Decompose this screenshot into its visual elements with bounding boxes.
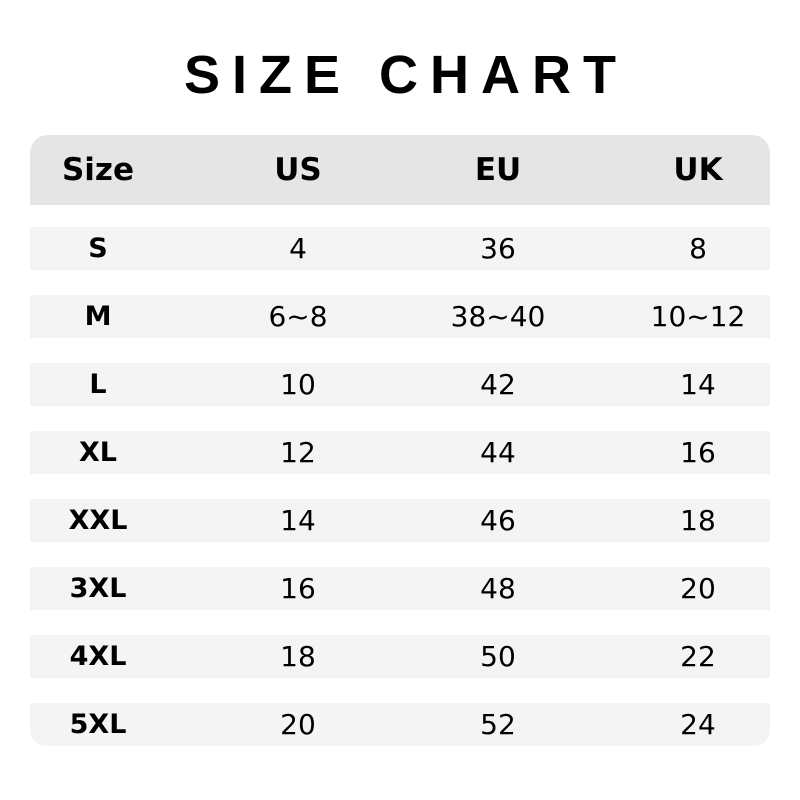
cell-size: 3XL bbox=[69, 573, 127, 604]
cell-uk: 24 bbox=[680, 708, 716, 741]
cell-eu: 46 bbox=[480, 504, 516, 537]
column-header-eu: EU bbox=[474, 152, 522, 188]
cell-us: 12 bbox=[280, 436, 316, 469]
column-header-us: US bbox=[274, 152, 322, 188]
page-title: SIZE CHART bbox=[184, 45, 628, 105]
cell-us: 6~8 bbox=[268, 300, 328, 333]
cell-uk: 14 bbox=[680, 368, 716, 401]
table-row: 5XL 20 52 24 bbox=[30, 703, 770, 746]
cell-us: 16 bbox=[280, 572, 316, 605]
cell-size: M bbox=[84, 301, 112, 332]
column-header-uk: UK bbox=[673, 152, 723, 188]
cell-us: 10 bbox=[280, 368, 316, 401]
cell-size: 4XL bbox=[69, 641, 127, 672]
cell-size: 5XL bbox=[69, 709, 127, 740]
table-row: 4XL 18 50 22 bbox=[30, 635, 770, 678]
table-row: XL 12 44 16 bbox=[30, 431, 770, 474]
cell-eu: 38~40 bbox=[450, 300, 546, 333]
cell-size: XL bbox=[78, 437, 118, 468]
cell-uk: 18 bbox=[680, 504, 716, 537]
cell-size: XXL bbox=[68, 505, 128, 536]
table-row: L 10 42 14 bbox=[30, 363, 770, 406]
cell-us: 18 bbox=[280, 640, 316, 673]
table-header: Size US EU UK bbox=[30, 135, 770, 205]
cell-uk: 22 bbox=[680, 640, 716, 673]
cell-eu: 36 bbox=[480, 232, 516, 265]
cell-uk: 16 bbox=[680, 436, 716, 469]
cell-eu: 48 bbox=[480, 572, 516, 605]
table-row: M 6~8 38~40 10~12 bbox=[30, 295, 770, 338]
cell-uk: 10~12 bbox=[650, 300, 746, 333]
cell-uk: 20 bbox=[680, 572, 716, 605]
cell-us: 4 bbox=[289, 232, 307, 265]
cell-eu: 44 bbox=[480, 436, 516, 469]
cell-eu: 42 bbox=[480, 368, 516, 401]
table-row: 3XL 16 48 20 bbox=[30, 567, 770, 610]
cell-us: 20 bbox=[280, 708, 316, 741]
cell-size: L bbox=[89, 369, 107, 400]
cell-size: S bbox=[88, 233, 108, 264]
cell-eu: 52 bbox=[480, 708, 516, 741]
cell-us: 14 bbox=[280, 504, 316, 537]
cell-eu: 50 bbox=[480, 640, 516, 673]
table-row: S 4 36 8 bbox=[30, 227, 770, 270]
table-row: XXL 14 46 18 bbox=[30, 499, 770, 542]
column-header-size: Size bbox=[61, 152, 135, 188]
cell-uk: 8 bbox=[689, 232, 707, 265]
